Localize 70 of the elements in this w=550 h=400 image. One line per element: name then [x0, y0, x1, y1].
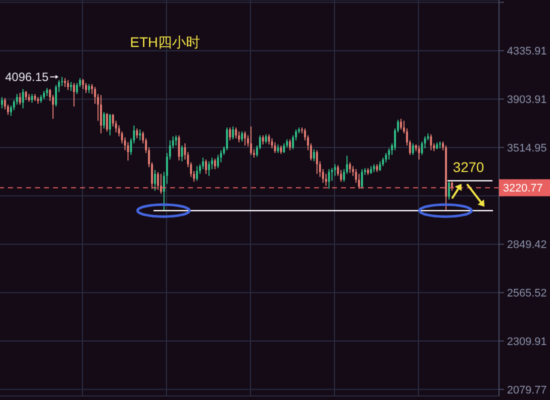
candlestick: [400, 118, 402, 130]
candlestick: [385, 152, 387, 163]
candlestick: [103, 112, 105, 129]
candlestick: [274, 142, 276, 154]
candlestick: [235, 127, 237, 139]
candlestick: [157, 171, 159, 190]
candlestick: [106, 112, 108, 132]
annotation: 4096.15: [5, 70, 49, 84]
candlestick: [88, 83, 90, 94]
candlestick: [127, 142, 129, 161]
candlestick: [412, 142, 414, 156]
text: ETH四小时: [130, 34, 200, 50]
candlestick: [229, 127, 231, 141]
candlestick: [214, 158, 216, 170]
candlestick: [67, 80, 69, 90]
candlestick: [241, 130, 243, 142]
y-tick-label: 3903.91: [507, 94, 547, 106]
y-tick-label: 2079.77: [507, 384, 547, 396]
y-tick-label: 2565.52: [507, 288, 547, 300]
y-tick-label: 3514.95: [507, 142, 547, 154]
candlestick: [181, 144, 183, 162]
candlestick: [283, 142, 285, 154]
candlestick: [139, 128, 141, 141]
candlestick: [100, 94, 102, 134]
y-tick-label: 2849.42: [507, 239, 547, 252]
candlestick: [379, 160, 381, 172]
candlestick: [73, 82, 75, 107]
candlestick: [232, 126, 234, 140]
candlestick: [208, 160, 210, 176]
candlestick: [19, 92, 21, 106]
candlestick: [55, 84, 57, 107]
candlestick: [205, 159, 207, 174]
candlestick: [268, 134, 270, 145]
candlestick: [160, 173, 162, 194]
candlestick: [238, 130, 240, 143]
candlestick: [25, 90, 27, 101]
candlestick: [349, 162, 351, 174]
candlestick: [22, 88, 24, 109]
candlestick: [421, 140, 423, 156]
candlestick: [388, 148, 390, 160]
candlestick: [265, 134, 267, 144]
candlestick: [313, 148, 315, 162]
ref-line-label: 3220.77: [503, 182, 543, 195]
candlestick: [244, 130, 246, 146]
candlestick: [154, 170, 156, 192]
candlestick: [418, 144, 420, 160]
candlestick: [175, 134, 177, 146]
y-tick-label: 4335.91: [507, 46, 547, 58]
candlestick: [202, 157, 204, 170]
candlestick: [262, 134, 264, 145]
candlestick: [271, 138, 273, 149]
candlestick: [430, 134, 432, 151]
candlestick: [226, 127, 228, 151]
candlestick: [1, 96, 3, 109]
candlestick: [289, 138, 291, 151]
y-tick-label: 2309.91: [507, 336, 547, 348]
candlestick: [316, 150, 318, 174]
candlestick: [217, 154, 219, 169]
candlestick: [196, 166, 198, 182]
candlestick: [250, 126, 252, 156]
candlestick: [109, 113, 111, 136]
candlestick: [178, 134, 180, 161]
candlestick: [361, 168, 363, 190]
ref-line-label: 3270: [452, 158, 484, 175]
candlestick: [136, 128, 138, 139]
candlestick: [82, 78, 84, 90]
candlestick: [85, 82, 87, 94]
candlestick: [328, 168, 330, 190]
candlestick: [358, 173, 360, 190]
candlestick: [448, 181, 450, 200]
